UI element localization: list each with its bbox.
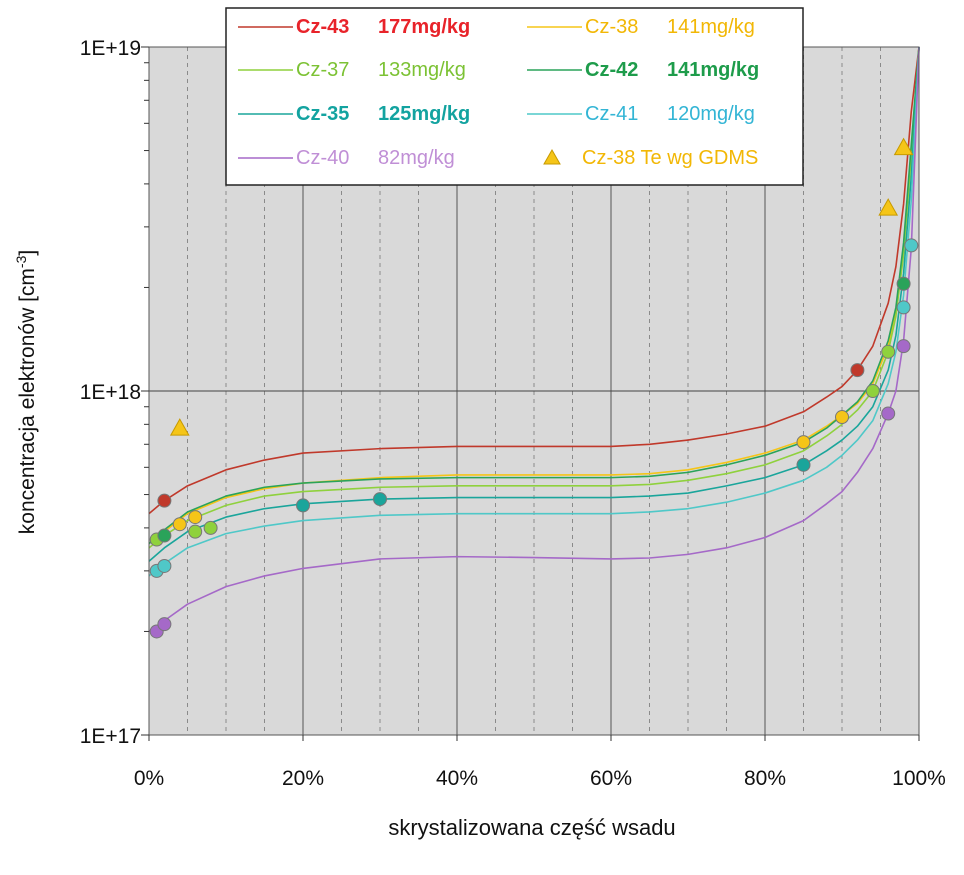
data-point (896, 339, 911, 354)
x-axis-label: skrystalizowana część wsadu (388, 815, 675, 840)
data-point (203, 520, 218, 535)
legend-series-name: Cz-41 (585, 103, 638, 125)
triangle-point (893, 137, 914, 156)
data-point (157, 493, 172, 508)
y-axis-label-sup: -3 (13, 255, 29, 268)
data-point (796, 457, 811, 472)
legend-series-conc: 141mg/kg (667, 16, 755, 38)
data-point (172, 517, 187, 532)
legend-series-conc: 133mg/kg (378, 59, 466, 81)
y-tick-label: 1E+19 (80, 37, 141, 60)
data-point (835, 410, 849, 425)
triangle-point (878, 198, 899, 216)
y-axis-label-end: ] (16, 250, 39, 256)
x-tick-label: 100% (892, 767, 946, 790)
legend-series-name: Cz-43 (296, 16, 349, 38)
data-point (881, 406, 896, 421)
x-tick-label: 60% (590, 767, 632, 790)
y-tick-label: 1E+18 (80, 381, 141, 404)
legend-series-conc: 125mg/kg (378, 103, 470, 125)
data-point (865, 384, 880, 398)
series-points (149, 137, 919, 639)
data-point (296, 498, 310, 513)
legend-series-name: Cz-40 (296, 147, 349, 169)
series-line (148, 46, 920, 515)
x-tick-label: 20% (282, 767, 324, 790)
series-line (148, 46, 920, 545)
data-point (850, 363, 865, 378)
legend-box (225, 7, 804, 186)
data-point (157, 617, 172, 632)
legend-triangle-label: Cz-38 Te wg GDMS (582, 147, 758, 169)
y-axis-label-main: koncentracja elektronów [cm (16, 268, 39, 534)
x-tick-label: 0% (134, 767, 164, 790)
y-axis-ticks: 1E+17 1E+18 1E+19 (80, 37, 149, 748)
data-point (896, 276, 911, 291)
data-point (881, 344, 896, 359)
data-point (188, 510, 203, 525)
data-point (157, 558, 172, 573)
x-tick-label: 40% (436, 767, 478, 790)
legend-series-conc: 82mg/kg (378, 147, 455, 169)
legend-series-conc: 141mg/kg (667, 59, 759, 81)
legend: Cz-43 177mg/kg Cz-38 141mg/kg Cz-37 133mg/kg C… (225, 7, 804, 186)
legend-series-name: Cz-42 (585, 59, 638, 81)
data-point (157, 528, 172, 543)
data-point (373, 492, 387, 507)
series-line (148, 46, 920, 577)
triangle-point (169, 418, 190, 436)
x-axis-ticks: 0% 20% 40% 60% 80% 100% (134, 735, 946, 790)
series-line (148, 46, 920, 545)
legend-series-name: Cz-37 (296, 59, 349, 81)
data-point (896, 300, 911, 315)
legend-triangle-marker (543, 148, 561, 165)
y-axis-label: koncentracja elektronów [cm-3] (13, 250, 39, 534)
y-tick-label: 1E+17 (80, 725, 141, 748)
data-point (188, 524, 203, 539)
x-tick-label: 80% (744, 767, 786, 790)
series-line (148, 46, 920, 562)
legend-series-name: Cz-35 (296, 103, 349, 125)
data-point (796, 435, 811, 450)
data-point (904, 238, 919, 253)
legend-series-name: Cz-38 (585, 16, 638, 38)
legend-series-conc: 120mg/kg (667, 103, 755, 125)
legend-series-conc: 177mg/kg (378, 16, 470, 38)
